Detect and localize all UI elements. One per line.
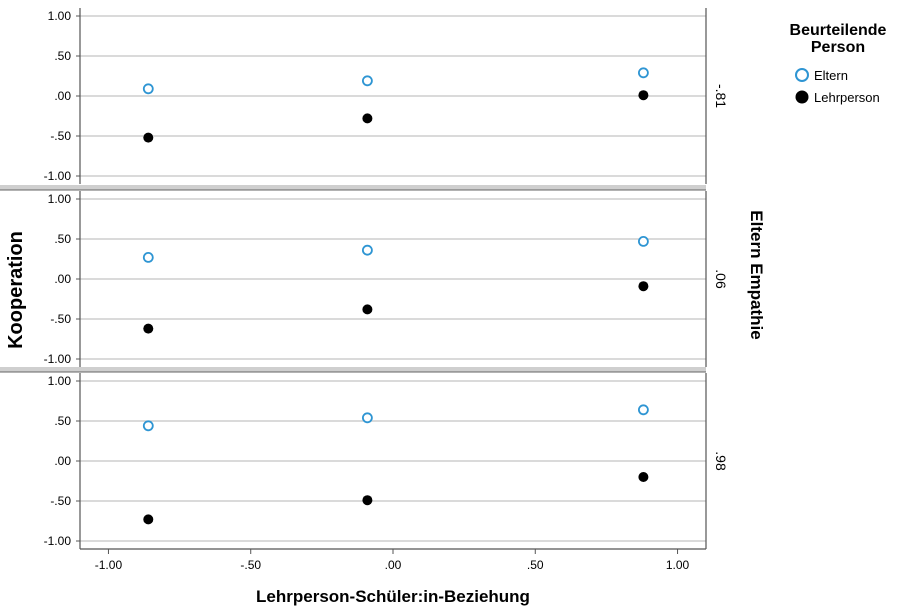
legend: Beurteilende Person Eltern Lehrperson	[790, 22, 887, 105]
y-tick-label: .00	[54, 89, 71, 103]
facet-strip-label: -.81	[713, 84, 729, 108]
panel-separator	[0, 185, 706, 190]
y-tick-label: .50	[54, 49, 71, 63]
point-eltern	[638, 404, 649, 416]
x-tick-label: .50	[527, 558, 544, 572]
legend-marker-lehrperson	[795, 90, 809, 104]
y-tick-label: .00	[54, 272, 71, 286]
facet-strip-label: .06	[713, 269, 729, 289]
point-lehrperson	[143, 132, 154, 143]
facet-title: Eltern Empathie	[747, 210, 766, 339]
x-tick-label: -1.00	[95, 558, 123, 572]
point-lehrperson	[143, 323, 154, 334]
point-lehrperson	[362, 495, 373, 506]
y-tick-label: -.50	[50, 494, 71, 508]
y-tick-label: -1.00	[44, 534, 72, 548]
point-eltern	[361, 244, 373, 256]
point-lehrperson	[143, 514, 154, 525]
legend-marker-eltern	[795, 68, 809, 82]
y-tick-label: .50	[54, 232, 71, 246]
y-tick-label: -.50	[50, 312, 71, 326]
x-tick-label: .00	[385, 558, 402, 572]
point-lehrperson	[638, 281, 649, 292]
legend-title-line-1: Beurteilende	[790, 22, 887, 39]
point-eltern	[361, 412, 373, 424]
point-eltern	[638, 235, 649, 247]
point-eltern	[638, 67, 649, 79]
panel-2: 1.00 .50 .00 -.50 -1.00 .06	[0, 185, 729, 367]
point-eltern	[361, 75, 373, 87]
panel-3: 1.00 .50 .00 -.50 -1.00 .98	[0, 367, 729, 549]
y-tick-label: -1.00	[44, 352, 72, 366]
y-tick-label: -1.00	[44, 169, 72, 183]
point-lehrperson	[638, 90, 649, 101]
point-eltern	[142, 420, 154, 432]
legend-title-line-2: Person	[811, 39, 865, 56]
y-axis-title: Kooperation	[5, 231, 27, 349]
y-tick-label: .50	[54, 414, 71, 428]
point-eltern	[142, 83, 154, 95]
panel-separator	[0, 367, 706, 372]
point-eltern	[142, 251, 154, 263]
marks-layer	[142, 67, 649, 525]
y-tick-label: 1.00	[48, 192, 72, 206]
panel-1: 1.00 .50 .00 -.50 -1.00 -.81	[44, 8, 729, 184]
point-lehrperson	[362, 113, 373, 124]
point-lehrperson	[362, 304, 373, 315]
legend-label-lehrperson: Lehrperson	[814, 90, 880, 105]
x-axis-title: Lehrperson-Schüler:in-Beziehung	[256, 587, 530, 606]
x-axis: -1.00 -.50 .00 .50 1.00	[80, 548, 706, 572]
x-tick-label: -.50	[240, 558, 261, 572]
panels-layer: 1.00.50.00-.50-1.00-.811.00.50.00-.50-1.…	[0, 8, 729, 572]
y-tick-label: 1.00	[48, 9, 72, 23]
y-tick-label: .00	[54, 454, 71, 468]
legend-label-eltern: Eltern	[814, 68, 848, 83]
point-lehrperson	[638, 472, 649, 482]
x-tick-label: 1.00	[666, 558, 690, 572]
facet-strip-label: .98	[713, 451, 729, 471]
y-tick-label: -.50	[50, 129, 71, 143]
y-tick-label: 1.00	[48, 374, 72, 388]
